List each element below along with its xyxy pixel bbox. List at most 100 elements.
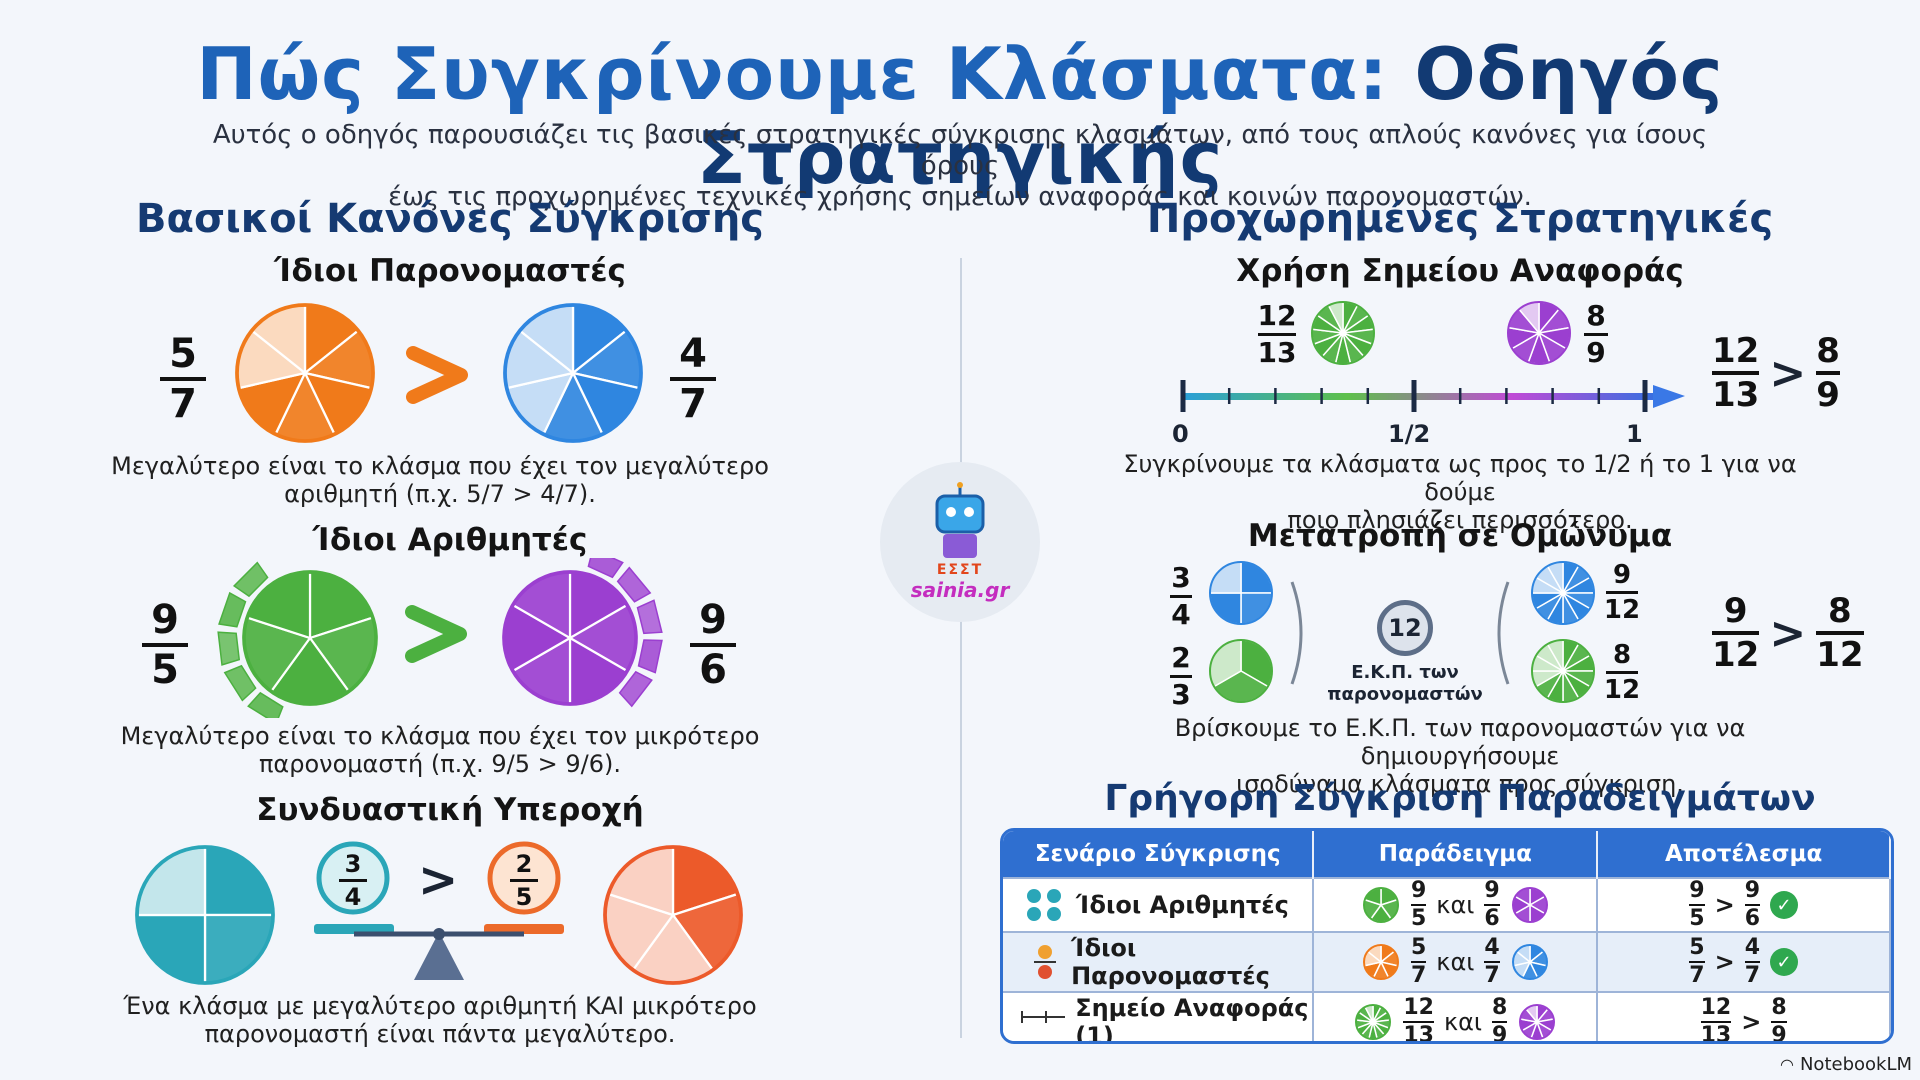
scenario-cell: Ίδιοι Αριθμητές <box>1003 877 1315 932</box>
numerator: 8 <box>1828 591 1852 631</box>
denominator: 9 <box>1771 1023 1787 1044</box>
desc-line: αριθμητή (π.χ. 5/7 > 4/7). <box>284 480 596 508</box>
same-denominators-heading: Ίδιοι Παρονομαστές <box>274 253 626 289</box>
combined-superiority-heading: Συνδυαστική Υπεροχή <box>256 792 644 828</box>
denominator: 7 <box>1689 963 1705 988</box>
desc-line: ισοδύναμα κλάσματα προς σύγκριση. <box>1236 770 1684 798</box>
denominator: 9 <box>1586 336 1606 369</box>
advanced-strategies-heading: Προχωρημένες Στρατηγικές <box>1146 196 1774 242</box>
greater-than-symbol: > <box>1714 948 1735 976</box>
pie-outline <box>1511 887 1548 923</box>
tick-label-1: 1 <box>1626 420 1643 448</box>
numerator: 9 <box>151 597 179 643</box>
denominator: 6 <box>699 647 727 693</box>
extra-piece <box>232 561 269 598</box>
denominator: 5 <box>151 647 179 693</box>
pie-five-sevenths-orange <box>235 303 375 443</box>
benchmark-description: Συγκρίνουμε τα κλάσματα ως προς το 1/2 ή… <box>1100 450 1820 534</box>
common-denominator-heading: Μετατροπή σε Ομώνυμα <box>1247 518 1673 554</box>
intro-line-2: έως τις προχωρημένες τεχνικές χρήσης σημ… <box>388 182 1532 212</box>
desc-line: Συγκρίνουμε τα κλάσματα ως προς το 1/2 ή… <box>1123 450 1797 506</box>
denominator: 12 <box>1603 595 1641 625</box>
intro-text: Αυτός ο οδηγός παρουσιάζει τις βασικές σ… <box>180 120 1740 213</box>
denominator: 5 <box>515 883 533 911</box>
denominator: 7 <box>1410 963 1427 988</box>
pie-outline <box>1311 301 1375 365</box>
desc-line: Ένα κλάσμα με μεγαλύτερο αριθμητή ΚΑΙ μι… <box>123 992 757 1020</box>
denominator: 5 <box>1689 906 1705 931</box>
logo-text: sainia.gr <box>910 578 1010 602</box>
fraction-8-12: 8 12 <box>1604 640 1640 703</box>
lcm-label-line: παρονομαστών <box>1327 684 1483 705</box>
numerator: 8 <box>1586 299 1606 332</box>
result-fraction-8-12: 8 12 <box>1816 591 1864 675</box>
numerator: 12 <box>1712 331 1760 371</box>
denominator: 6 <box>1744 906 1760 931</box>
denominator: 13 <box>1257 336 1297 369</box>
column-header: Αποτέλεσμα <box>1597 831 1891 878</box>
extra-piece <box>618 670 653 708</box>
denominator: 12 <box>1816 635 1864 675</box>
quick-comparison-table: Σενάριο Σύγκρισης Παράδειγμα Αποτέλεσμα … <box>1000 828 1894 1044</box>
column-header: Σενάριο Σύγκρισης <box>1003 831 1315 878</box>
denominator: 12 <box>1712 635 1760 675</box>
numerator: 2 <box>515 850 533 878</box>
denominator: 6 <box>1484 906 1500 931</box>
check-icon: ✓ <box>1770 891 1798 919</box>
lcm-badge: 12 <box>1377 600 1433 656</box>
numerator: 8 <box>1492 995 1508 1020</box>
extra-piece <box>223 664 257 702</box>
column-header: Παράδειγμα <box>1313 831 1599 878</box>
benchmark-heading: Χρήση Σημείου Αναφοράς <box>1236 253 1684 289</box>
and-word: και <box>1436 891 1475 919</box>
common-denominator-description: Βρίσκουμε το Ε.Κ.Π. των παρονομαστών για… <box>1080 714 1840 798</box>
denominator: 9 <box>1816 375 1840 415</box>
numerator: 9 <box>1689 878 1705 903</box>
pie-outline <box>1511 944 1548 980</box>
numerator: 5 <box>169 331 197 377</box>
numerator: 12 <box>1403 995 1434 1020</box>
pie-outline <box>503 303 643 443</box>
same-numerators-description: Μεγαλύτερο είναι το κλάσμα που έχει τον … <box>110 722 770 778</box>
dots-icon <box>1027 889 1061 921</box>
greater-than-symbol: > <box>1769 347 1807 399</box>
and-word: και <box>1443 1008 1483 1036</box>
check-icon: ✓ <box>1770 948 1798 976</box>
combined-description: Ένα κλάσμα με μεγαλύτερο αριθμητή ΚΑΙ μι… <box>110 992 770 1048</box>
greater-than-symbol: > <box>418 852 459 908</box>
greater-than-symbol: > <box>1741 1008 1762 1036</box>
intro-line-1: Αυτός ο οδηγός παρουσιάζει τις βασικές σ… <box>212 120 1708 181</box>
balance-scale-icon <box>314 841 564 980</box>
scenario-cell: Ίδιοι Παρονομαστές <box>1003 931 1315 992</box>
extra-piece <box>217 631 241 666</box>
bracket-right <box>1497 581 1510 685</box>
numerator: 8 <box>1612 640 1632 670</box>
greater-than-symbol: > <box>1769 607 1807 659</box>
pie-nine-twelfths-blue <box>1531 561 1595 625</box>
numerator: 5 <box>1410 935 1427 960</box>
extra-piece <box>587 558 624 579</box>
denominator: 7 <box>1484 963 1500 988</box>
denominator: 13 <box>1700 1023 1732 1044</box>
fraction-9-12: 9 12 <box>1603 562 1641 625</box>
pie-outline <box>1362 887 1399 923</box>
mini-number-line-icon <box>1021 1011 1066 1023</box>
